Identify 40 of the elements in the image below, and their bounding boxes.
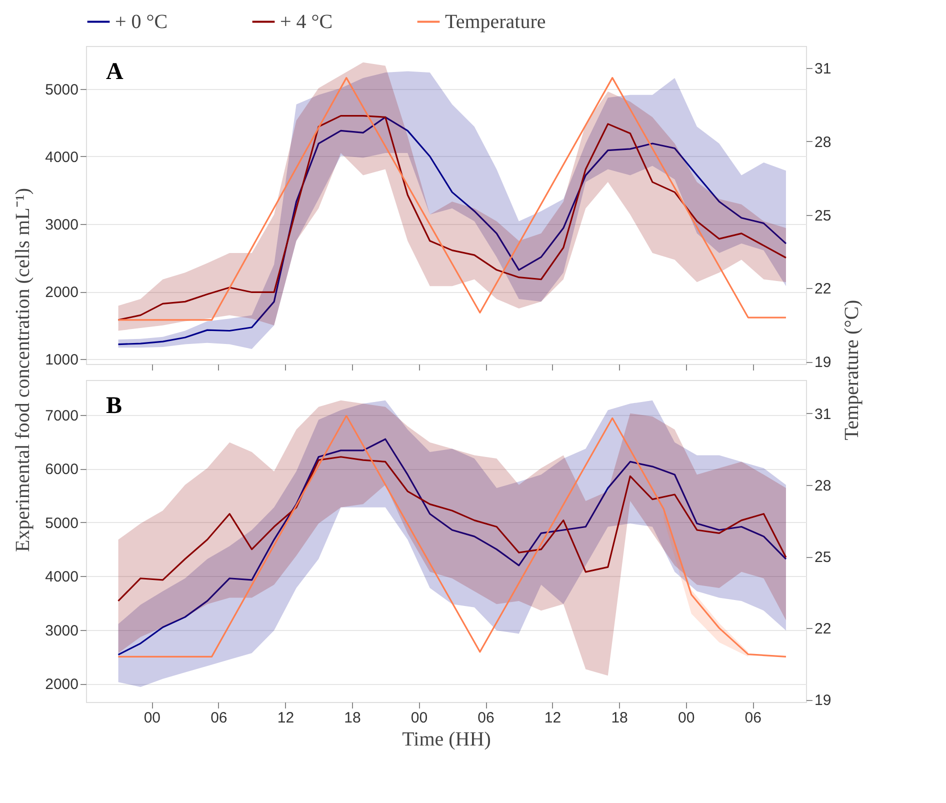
- x-axis-title: Time (HH): [402, 728, 491, 750]
- y2-tick-label: 25: [814, 549, 832, 566]
- y-tick-label: 2000: [45, 676, 78, 694]
- legend-label: Temperature: [445, 10, 546, 33]
- y2-tick-label: 25: [814, 207, 832, 224]
- y-tick-label: 5000: [45, 81, 78, 98]
- y2-tick-label: 19: [814, 692, 832, 710]
- y-tick-label: 7000: [45, 407, 78, 424]
- y2-tick-label: 19: [814, 354, 832, 372]
- y2-tick-label: 28: [814, 134, 832, 151]
- y-tick-label: 2000: [45, 284, 78, 302]
- x-tick-label: 06: [478, 710, 494, 726]
- y2-tick-label: 31: [814, 60, 832, 78]
- annotation: A: [106, 59, 124, 85]
- x-tick-label: 06: [210, 710, 228, 726]
- y-tick-label: 3000: [45, 216, 78, 234]
- x-tick-label: 18: [611, 710, 628, 726]
- x-tick-label: 06: [744, 710, 762, 726]
- y-tick-label: 3000: [45, 622, 78, 640]
- y-tick-label: 1000: [45, 352, 78, 369]
- y-tick-label: 4000: [45, 568, 78, 586]
- y2-tick-label: 28: [814, 477, 832, 494]
- x-tick-label: 00: [678, 710, 695, 726]
- x-tick-label: 12: [277, 710, 294, 726]
- x-tick-label: 12: [544, 710, 562, 726]
- y-tick-label: 5000: [45, 514, 78, 532]
- x-tick-label: 00: [144, 710, 160, 726]
- legend-label: + 0 °C: [115, 10, 168, 33]
- y2-axis-title: Temperature (°C): [841, 300, 863, 440]
- y2-tick-label: 31: [814, 406, 832, 423]
- y-tick-label: 6000: [45, 461, 78, 478]
- y-axis-title: Experimental food concentration (cells mL⁻¹): [12, 188, 34, 552]
- y-tick-label: 4000: [45, 148, 78, 166]
- line-series: [117, 456, 787, 602]
- annotation: B: [106, 393, 122, 419]
- x-tick-label: 00: [410, 710, 428, 726]
- legend-label: + 4 °C: [280, 10, 333, 33]
- y2-tick-label: 22: [814, 620, 832, 638]
- y2-tick-label: 22: [814, 280, 832, 298]
- x-tick-label: 18: [344, 710, 361, 726]
